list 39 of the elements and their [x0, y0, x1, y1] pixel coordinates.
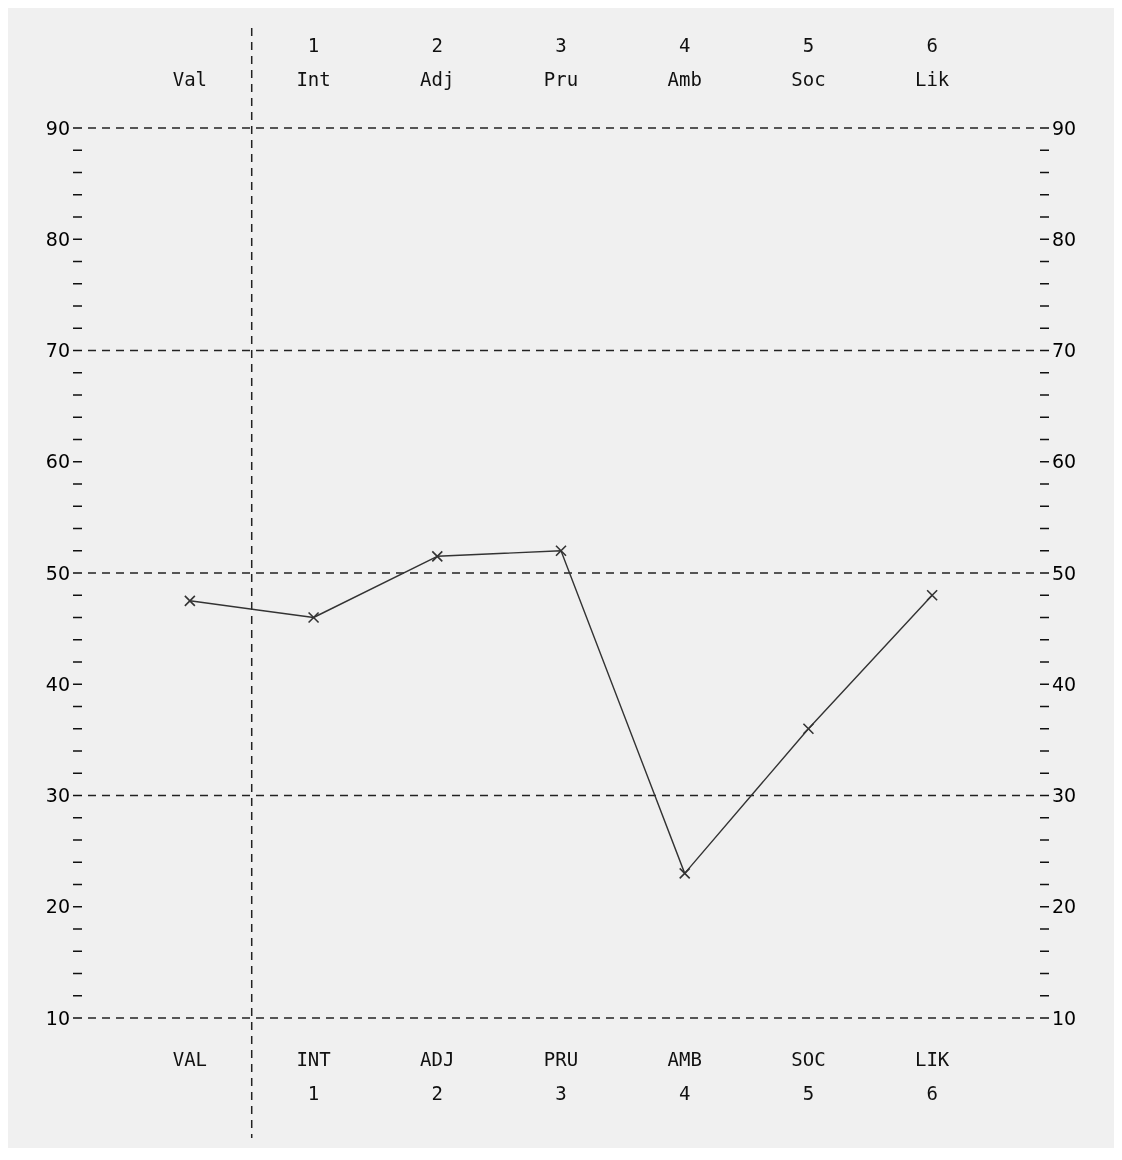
point — [555, 544, 567, 557]
text: 4 Amb — [667, 34, 702, 90]
text: 3 Pru — [543, 34, 579, 90]
point — [184, 595, 196, 607]
x-tick-label: PRU 3 — [543, 1048, 579, 1104]
y-tick-label: 30 — [45, 784, 70, 807]
y-tick-label: 60 — [45, 450, 70, 473]
point — [307, 611, 320, 624]
y-tick-label: 70 — [45, 339, 70, 362]
text: 2 Adj — [420, 34, 455, 90]
point — [802, 722, 815, 735]
text: Val — [172, 68, 208, 90]
y2-tick-label: 20 — [1052, 895, 1077, 918]
y2-tick-label: 30 — [1052, 784, 1077, 807]
x-tick-label: SOC 5 — [791, 1048, 826, 1104]
y-tick-label: 50 — [45, 561, 70, 584]
x-tick-label: ADJ 2 — [420, 1048, 455, 1104]
y-tick-label: 10 — [45, 1006, 70, 1029]
point — [678, 867, 691, 880]
y-tick-label: 80 — [45, 227, 70, 250]
y-tick-label: 90 — [45, 116, 70, 139]
y2-tick-label: 10 — [1052, 1006, 1077, 1029]
y-tick-label: 40 — [45, 672, 70, 695]
text: 6 Lik — [914, 34, 950, 90]
y2-tick-label: 50 — [1052, 561, 1077, 584]
point — [431, 550, 444, 563]
y2-tick-label: 80 — [1052, 227, 1077, 250]
x-tick-label: AMB 4 — [667, 1048, 702, 1104]
point — [926, 589, 938, 602]
y2-tick-label: 60 — [1052, 450, 1077, 473]
y2-tick-label: 70 — [1052, 339, 1077, 362]
y2-tick-label: 90 — [1052, 116, 1077, 139]
x-tick-label: VAL — [172, 1048, 208, 1070]
x-tick-label: LIK 6 — [914, 1048, 950, 1104]
text: 1 Int — [296, 34, 331, 90]
y2-tick-label: 40 — [1052, 672, 1077, 695]
y-tick-label: 20 — [45, 895, 70, 918]
x-tick-label: INT 1 — [296, 1048, 331, 1104]
text: 5 Soc — [791, 34, 826, 90]
